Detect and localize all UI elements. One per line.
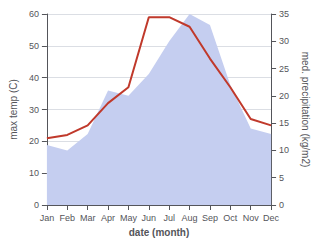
svg-text:Jul: Jul bbox=[163, 213, 175, 223]
svg-text:15: 15 bbox=[279, 118, 289, 128]
svg-text:25: 25 bbox=[279, 64, 289, 74]
svg-text:med. precipitation (kg/m2): med. precipitation (kg/m2) bbox=[300, 52, 311, 168]
svg-text:Dec: Dec bbox=[263, 213, 280, 223]
svg-text:10: 10 bbox=[279, 145, 289, 155]
svg-text:20: 20 bbox=[29, 136, 39, 146]
svg-text:Jun: Jun bbox=[142, 213, 157, 223]
svg-text:0: 0 bbox=[34, 200, 39, 210]
svg-text:Apr: Apr bbox=[101, 213, 115, 223]
svg-text:Mar: Mar bbox=[80, 213, 96, 223]
svg-text:30: 30 bbox=[279, 36, 289, 46]
svg-text:May: May bbox=[120, 213, 138, 223]
svg-text:30: 30 bbox=[29, 105, 39, 115]
svg-text:Sep: Sep bbox=[202, 213, 218, 223]
svg-text:10: 10 bbox=[29, 168, 39, 178]
svg-text:5: 5 bbox=[279, 173, 284, 183]
svg-text:40: 40 bbox=[29, 73, 39, 83]
svg-text:60: 60 bbox=[29, 9, 39, 19]
svg-text:Feb: Feb bbox=[60, 213, 76, 223]
svg-text:50: 50 bbox=[29, 41, 39, 51]
svg-text:Oct: Oct bbox=[223, 213, 238, 223]
svg-text:Jan: Jan bbox=[40, 213, 55, 223]
svg-text:35: 35 bbox=[279, 9, 289, 19]
svg-text:max temp (C): max temp (C) bbox=[8, 79, 19, 140]
svg-text:Nov: Nov bbox=[243, 213, 260, 223]
svg-text:Aug: Aug bbox=[182, 213, 198, 223]
svg-text:date (month): date (month) bbox=[129, 227, 190, 238]
svg-text:20: 20 bbox=[279, 91, 289, 101]
svg-text:0: 0 bbox=[279, 200, 284, 210]
